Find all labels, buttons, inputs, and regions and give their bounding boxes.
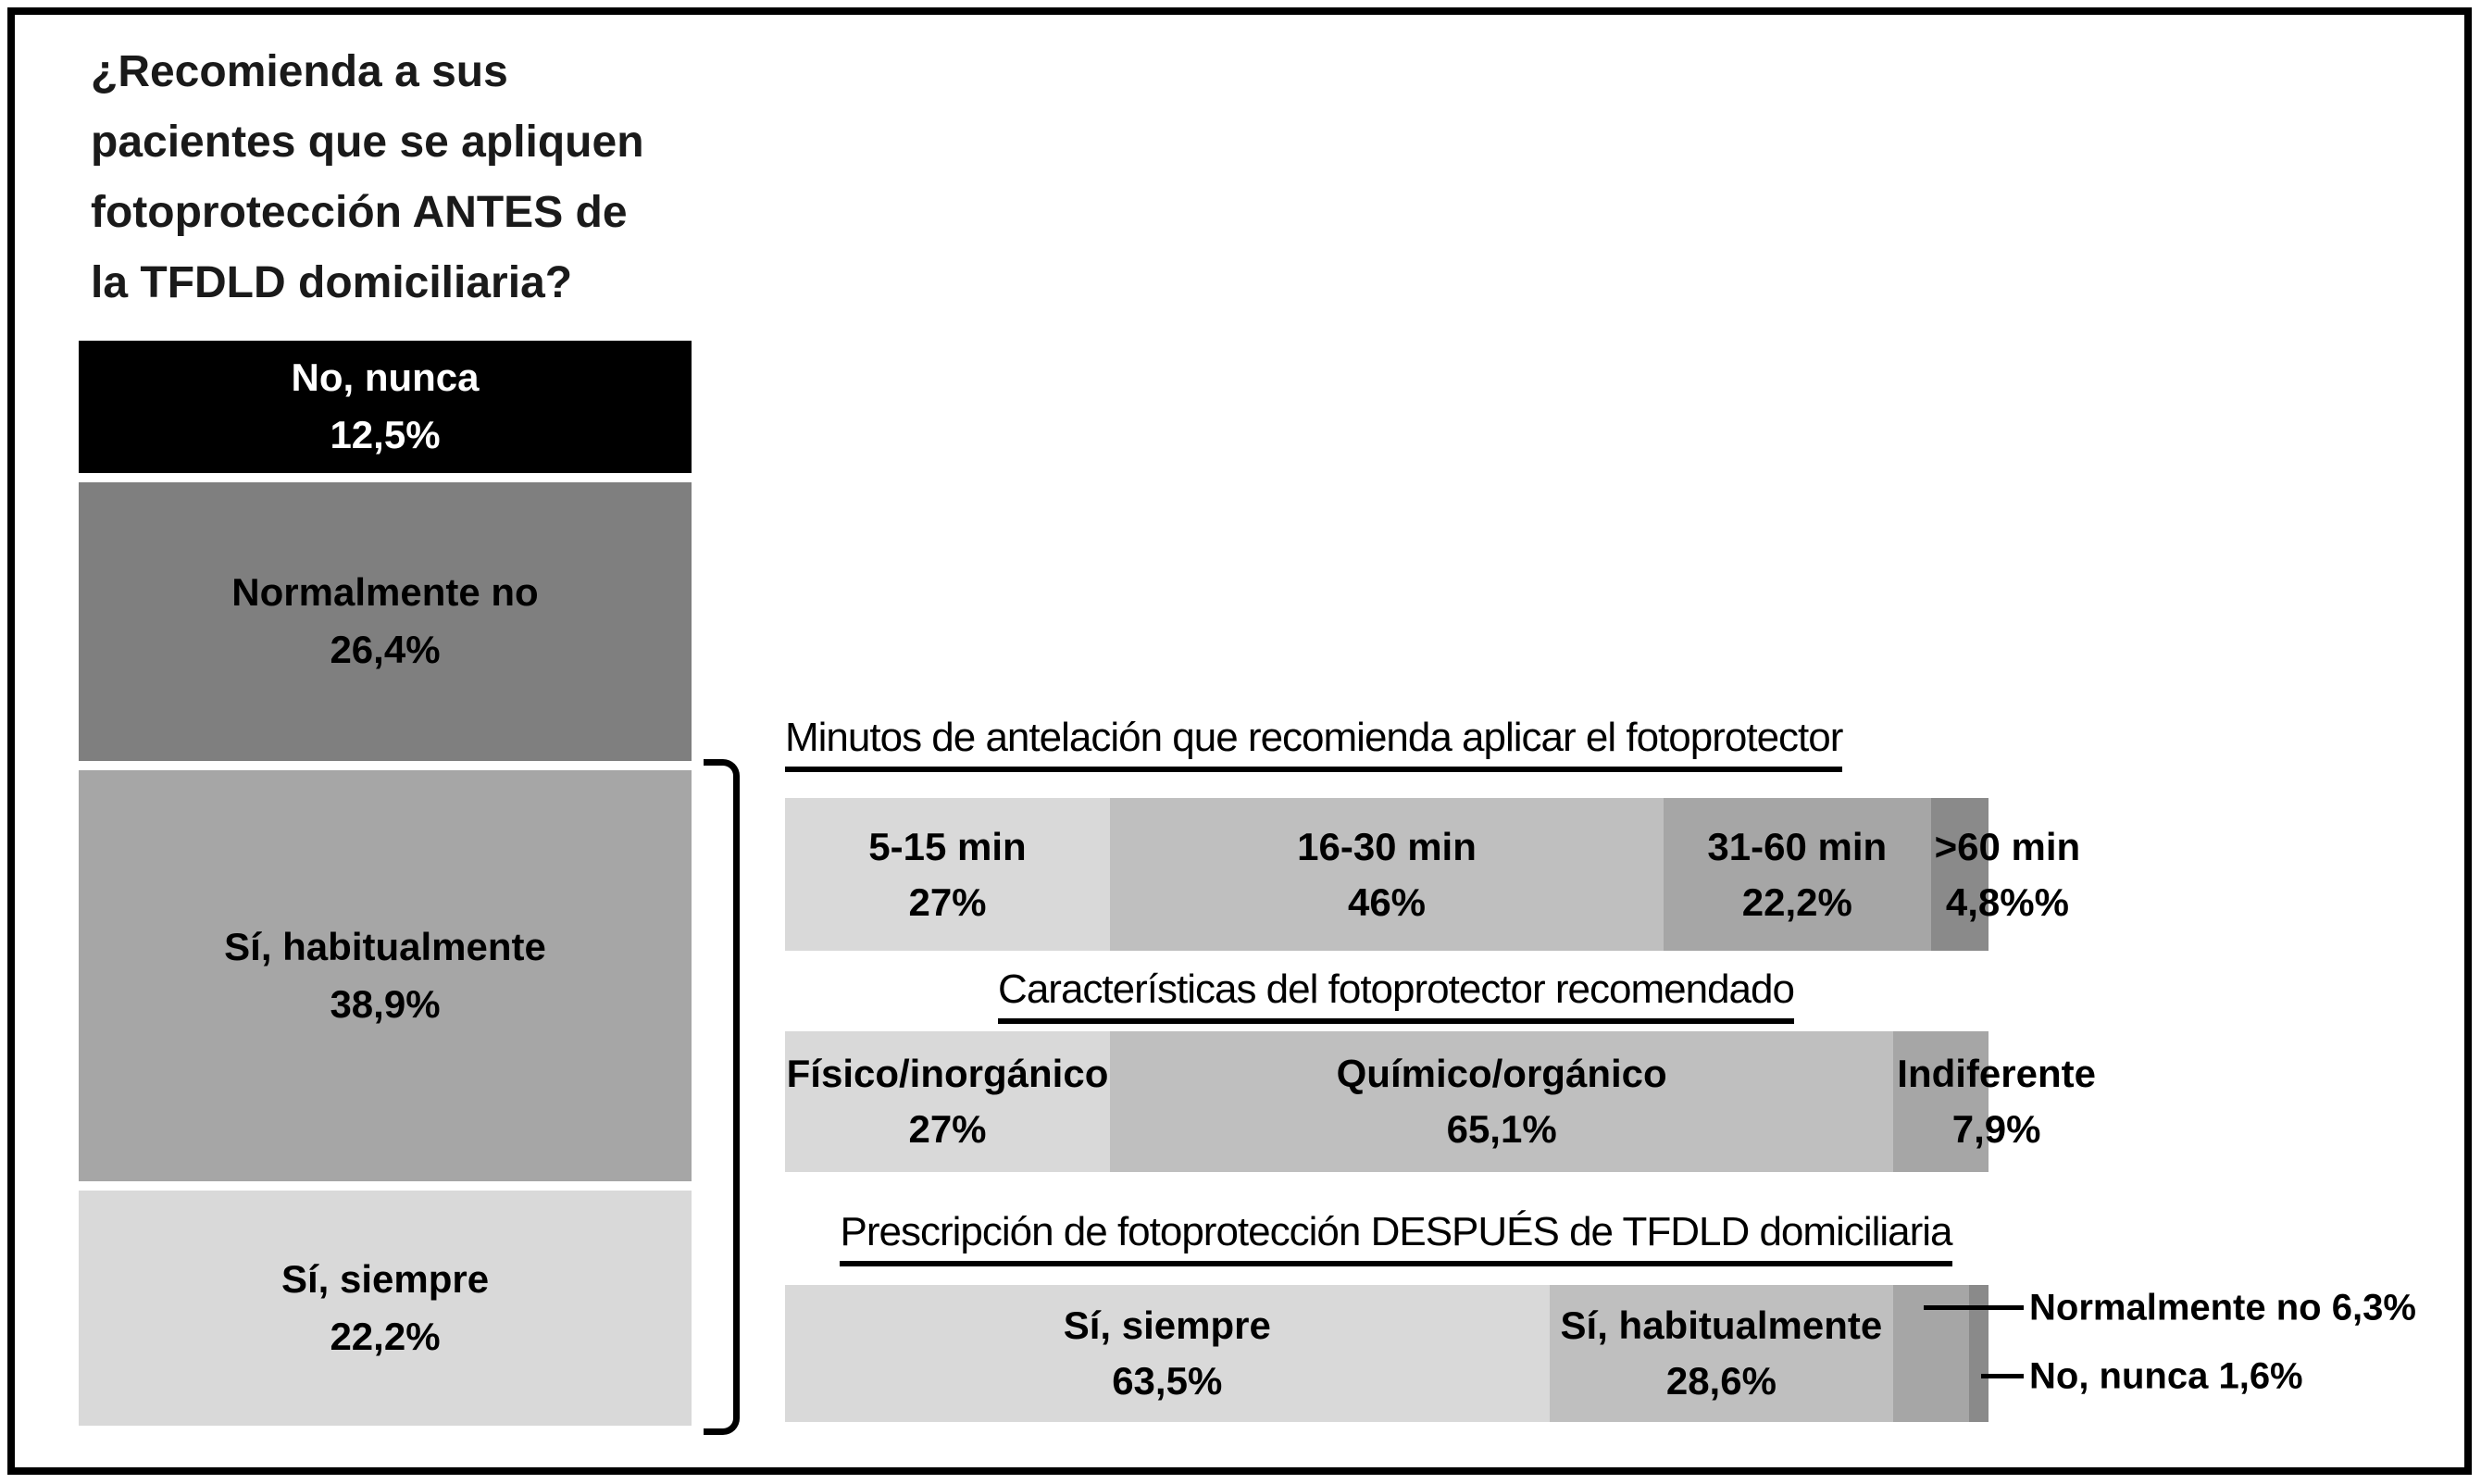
segment-percent: 27%: [908, 879, 987, 924]
caracteristicas-bar: Físico/inorgánico 27% Químico/orgánico 6…: [785, 1031, 2096, 1172]
segment-no-nunca: No, nunca 12,5%: [79, 341, 692, 473]
segment-category: 31-60 min: [1707, 824, 1888, 868]
segment-indiferente: Indiferente 7,9%: [1893, 1031, 2096, 1172]
callout-line-no-nunca: [1981, 1374, 2024, 1378]
segment-percent: 27%: [908, 1107, 987, 1151]
segment-category: 5-15 min: [868, 824, 1027, 868]
segment-category: >60 min: [1934, 824, 2081, 868]
bracket-connector: [704, 759, 740, 1435]
header-caracteristicas: Características del fotoprotector recome…: [785, 966, 2007, 1024]
segment-label: 5-15 min 27%: [868, 819, 1026, 930]
segment-percent: 26,4%: [330, 628, 441, 672]
header-minutos-antelacion: Minutos de antelación que recomienda apl…: [785, 715, 2007, 772]
segment-category: Normalmente no: [231, 570, 539, 615]
callout-label-normalmente-no: Normalmente no 6,3%: [2029, 1287, 2416, 1328]
segment-category: Indiferente: [1897, 1052, 2096, 1095]
segment-category: Sí, siempre: [281, 1257, 490, 1302]
segment-label: 31-60 min 22,2%: [1707, 819, 1887, 930]
segment-percent: 28,6%: [1665, 1359, 1777, 1403]
segment-normalmente-no: Normalmente no 26,4%: [79, 481, 692, 762]
callout-label-no-nunca: No, nunca 1,6%: [2029, 1355, 2303, 1397]
segment-category: Químico/orgánico: [1336, 1052, 1667, 1095]
segment-category: Físico/inorgánico: [786, 1052, 1109, 1095]
segment-category: 16-30 min: [1297, 824, 1477, 868]
segment-label: Normalmente no 26,4%: [231, 564, 538, 679]
segment-percent: 38,9%: [330, 982, 441, 1027]
segment-fisico-inorganico: Físico/inorgánico 27%: [785, 1031, 1110, 1172]
segment-si-habitualmente-despues: Sí, habitualmente 28,6%: [1549, 1285, 1894, 1422]
segment-mas-60-min: >60 min 4,8%%: [1930, 798, 2080, 951]
segment-5-15-min: 5-15 min 27%: [785, 798, 1110, 951]
header-text: Prescripción de fotoprotección DESPUÉS d…: [840, 1209, 1953, 1266]
header-prescripcion-despues: Prescripción de fotoprotección DESPUÉS d…: [785, 1209, 2007, 1266]
segment-percent: 65,1%: [1446, 1107, 1557, 1151]
segment-percent: 46%: [1347, 879, 1427, 924]
segment-category: Sí, habitualmente: [1560, 1303, 1883, 1347]
segment-label: Indiferente 7,9%: [1897, 1046, 2096, 1157]
segment-label: Químico/orgánico 65,1%: [1337, 1046, 1667, 1157]
segment-31-60-min: 31-60 min 22,2%: [1664, 798, 1931, 951]
segment-category: No, nunca: [291, 355, 480, 400]
segment-percent: 7,9%: [1951, 1107, 2041, 1151]
header-text: Características del fotoprotector recome…: [998, 966, 1795, 1024]
segment-quimico-organico: Químico/orgánico 65,1%: [1110, 1031, 1894, 1172]
segment-percent: 22,2%: [330, 1315, 441, 1359]
segment-label: No, nunca 12,5%: [291, 349, 479, 464]
segment-16-30-min: 16-30 min 46%: [1110, 798, 1664, 951]
segment-label: Sí, siempre 63,5%: [1064, 1298, 1271, 1409]
segment-label: 16-30 min 46%: [1297, 819, 1477, 930]
segment-si-siempre: Sí, siempre 22,2%: [79, 1191, 692, 1426]
figure-title: ¿Recomienda a sus pacientes que se apliq…: [91, 47, 644, 307]
segment-si-habitualmente: Sí, habitualmente 38,9%: [79, 770, 692, 1182]
figure-border: [7, 7, 2472, 1475]
segment-percent: 63,5%: [1112, 1359, 1223, 1403]
segment-label: Sí, siempre 22,2%: [281, 1251, 489, 1366]
minutos-antelacion-bar: 5-15 min 27% 16-30 min 46% 31-60 min 22,…: [785, 798, 2080, 951]
segment-label: >60 min 4,8%%: [1935, 819, 2081, 930]
segment-category: Sí, siempre: [1063, 1303, 1271, 1347]
segment-label: Físico/inorgánico 27%: [787, 1046, 1109, 1157]
segment-label: Sí, habitualmente 28,6%: [1561, 1298, 1883, 1409]
segment-percent: 22,2%: [1741, 879, 1852, 924]
segment-label: Sí, habitualmente 38,9%: [224, 918, 546, 1033]
segment-si-siempre-despues: Sí, siempre 63,5%: [785, 1285, 1550, 1422]
callout-line-normalmente-no: [1924, 1305, 2024, 1310]
segment-percent: 4,8%%: [1945, 879, 2069, 924]
header-text: Minutos de antelación que recomienda apl…: [785, 715, 1843, 772]
segment-percent: 12,5%: [330, 413, 441, 457]
before-tfdld-stacked-bar: No, nunca 12,5% Normalmente no 26,4% Sí,…: [79, 341, 692, 1426]
prescripcion-despues-bar: Sí, siempre 63,5% Sí, habitualmente 28,6…: [785, 1285, 1989, 1422]
segment-category: Sí, habitualmente: [224, 925, 546, 969]
segment-no-nunca-despues: [1969, 1285, 1989, 1422]
